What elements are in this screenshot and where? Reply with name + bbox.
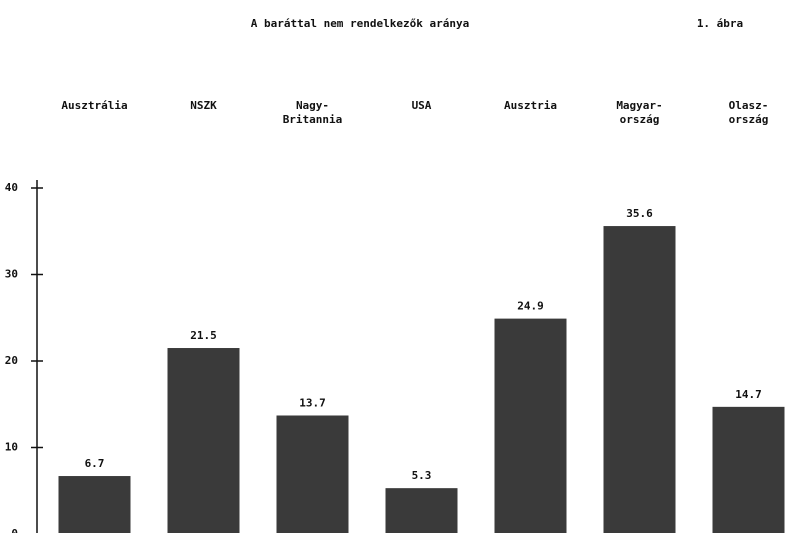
category-label: NSZK <box>190 99 217 112</box>
value-label: 13.7 <box>299 396 326 409</box>
chart-title: A baráttal nem rendelkezők aránya <box>251 17 470 30</box>
value-label: 21.5 <box>190 329 217 342</box>
y-tick-label: 0 <box>11 527 18 533</box>
y-tick-label: 40 <box>5 181 18 194</box>
value-label: 14.7 <box>735 388 762 401</box>
category-label: USA <box>411 99 432 112</box>
bar <box>712 406 785 533</box>
value-label: 35.6 <box>626 207 653 220</box>
y-tick-label: 10 <box>5 441 18 454</box>
figure-label: 1. ábra <box>697 17 743 30</box>
y-tick-label: 30 <box>5 268 18 281</box>
category-label: Nagy- Britannia <box>282 99 343 126</box>
category-label: Ausztrália <box>61 99 128 112</box>
bar <box>276 415 349 533</box>
value-label: 5.3 <box>412 469 432 482</box>
bar <box>603 226 676 533</box>
value-label: 24.9 <box>517 300 544 313</box>
category-label: Olasz- ország <box>728 99 769 126</box>
bar <box>58 476 131 533</box>
category-label: Ausztria <box>504 99 557 112</box>
category-label: Magyar- ország <box>616 99 663 126</box>
bar <box>167 348 240 533</box>
y-tick-label: 20 <box>5 354 18 367</box>
value-label: 6.7 <box>85 457 105 470</box>
bar <box>385 488 458 533</box>
bar <box>494 318 567 533</box>
